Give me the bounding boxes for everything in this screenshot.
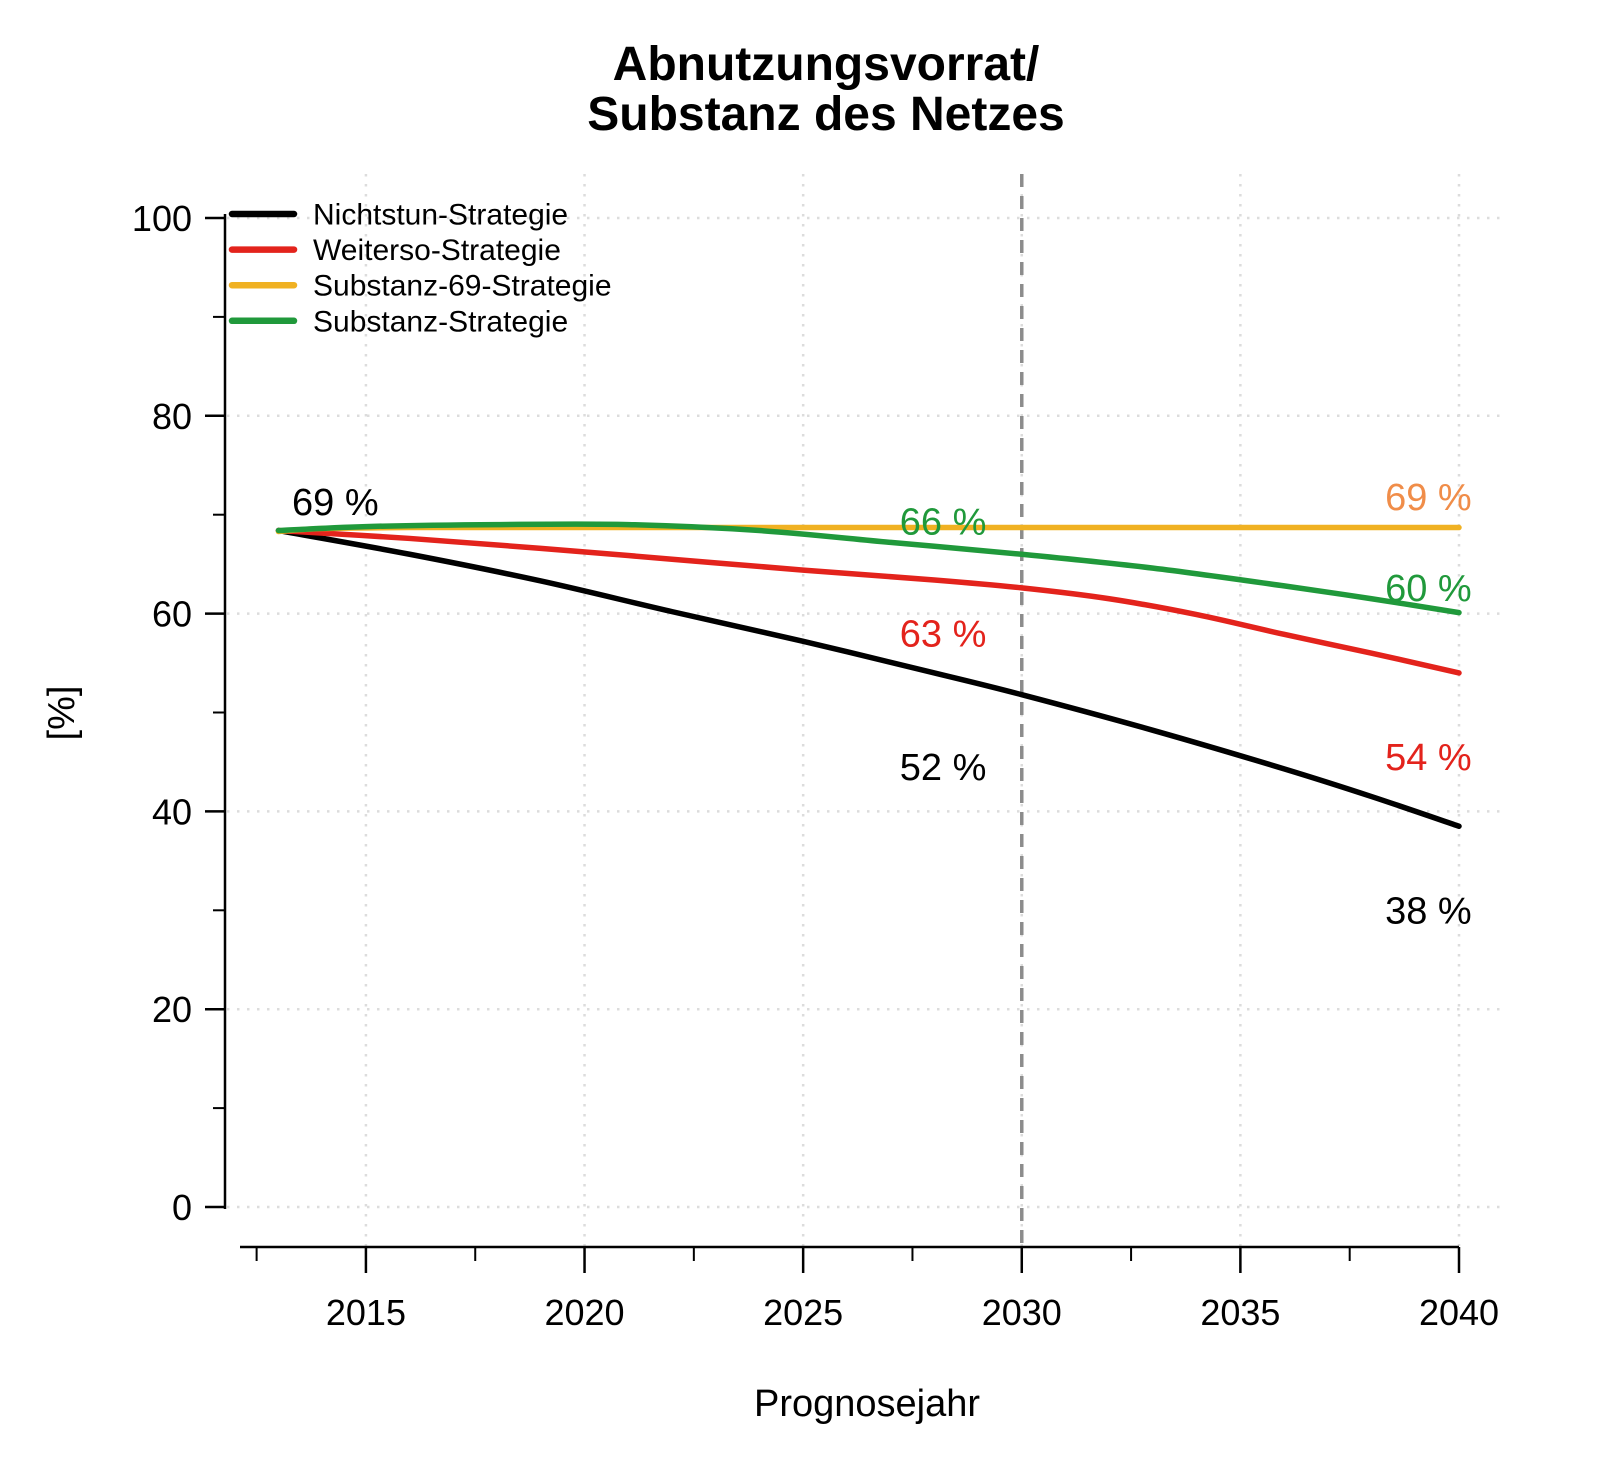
y-tick-label: 0 — [172, 1187, 192, 1228]
annotation-label: 38 % — [1385, 890, 1472, 932]
series-line-substanz-69-strategie — [275, 524, 1462, 535]
y-tick-label: 40 — [152, 791, 192, 832]
x-tick-label: 2020 — [544, 1292, 624, 1333]
series-line-nichtstun-strategie — [275, 527, 1462, 829]
series-layer — [275, 521, 1462, 829]
chart-title-line1: Abnutzungsvorrat/ — [613, 38, 1040, 91]
x-tick-label: 2015 — [326, 1292, 406, 1333]
annotation-label: 63 % — [900, 613, 987, 655]
y-axis-title: [%] — [41, 686, 83, 741]
annotation-label: 66 % — [900, 502, 987, 544]
chart-title-line2: Substanz des Netzes — [587, 88, 1064, 141]
annotations-layer: 69 % 66 % 63 % 52 % 69 % 60 % 54 % 38 % — [292, 477, 1472, 932]
grid-layer — [227, 174, 1502, 1246]
annotation-label: 60 % — [1385, 568, 1472, 610]
legend-label: Nichtstun-Strategie — [313, 199, 568, 232]
annotation-label: 69 % — [292, 482, 379, 524]
x-tick-label: 2025 — [763, 1292, 843, 1333]
series-line-substanz-strategie — [275, 521, 1462, 616]
annotation-label: 69 % — [1385, 477, 1472, 519]
y-tick-label: 20 — [152, 989, 192, 1030]
y-tick-label: 60 — [152, 594, 192, 635]
x-tick-label: 2030 — [982, 1292, 1062, 1333]
annotation-label: 54 % — [1385, 737, 1472, 779]
legend-label: Weiterso-Strategie — [313, 234, 561, 267]
annotation-label: 52 % — [900, 747, 987, 789]
series-line-weiterso-strategie — [275, 527, 1462, 676]
x-tick-label: 2035 — [1200, 1292, 1280, 1333]
legend-label: Substanz-69-Strategie — [313, 270, 612, 303]
legend: Nichtstun-StrategieWeiterso-StrategieSub… — [228, 199, 612, 338]
x-tick-label: 2040 — [1419, 1292, 1499, 1333]
x-axis-title: Prognosejahr — [754, 1383, 980, 1425]
legend-label: Substanz-Strategie — [313, 305, 568, 338]
y-tick-label: 100 — [132, 198, 192, 239]
y-tick-label: 80 — [152, 396, 192, 437]
